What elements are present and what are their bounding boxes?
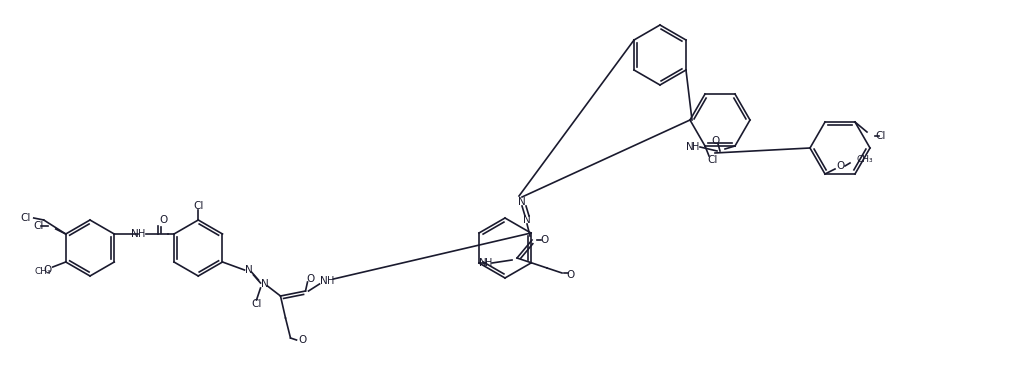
Text: O: O [566,270,574,280]
Text: N: N [523,215,531,225]
Text: N: N [260,279,269,289]
Text: N: N [519,197,526,207]
Text: O: O [159,215,168,225]
Text: Cl: Cl [193,201,204,211]
Text: O: O [540,235,548,245]
Text: O: O [298,335,307,345]
Text: O: O [836,161,844,171]
Text: N: N [132,229,139,239]
Text: Cl: Cl [708,155,718,165]
Text: O: O [307,274,315,284]
Text: Cl: Cl [21,213,31,223]
Text: N: N [320,276,327,286]
Text: H: H [138,229,145,239]
Text: N: N [480,258,487,268]
Text: Cl: Cl [876,131,886,141]
Text: Cl: Cl [34,221,44,231]
Text: H: H [693,142,700,152]
Text: Cl: Cl [251,299,261,309]
Text: CH₃: CH₃ [856,155,873,164]
Text: H: H [486,258,493,268]
Text: O: O [43,265,51,275]
Text: O: O [711,136,719,146]
Text: N: N [686,142,694,152]
Text: H: H [327,276,334,286]
Text: CH₃: CH₃ [35,267,51,276]
Text: N: N [245,265,252,275]
